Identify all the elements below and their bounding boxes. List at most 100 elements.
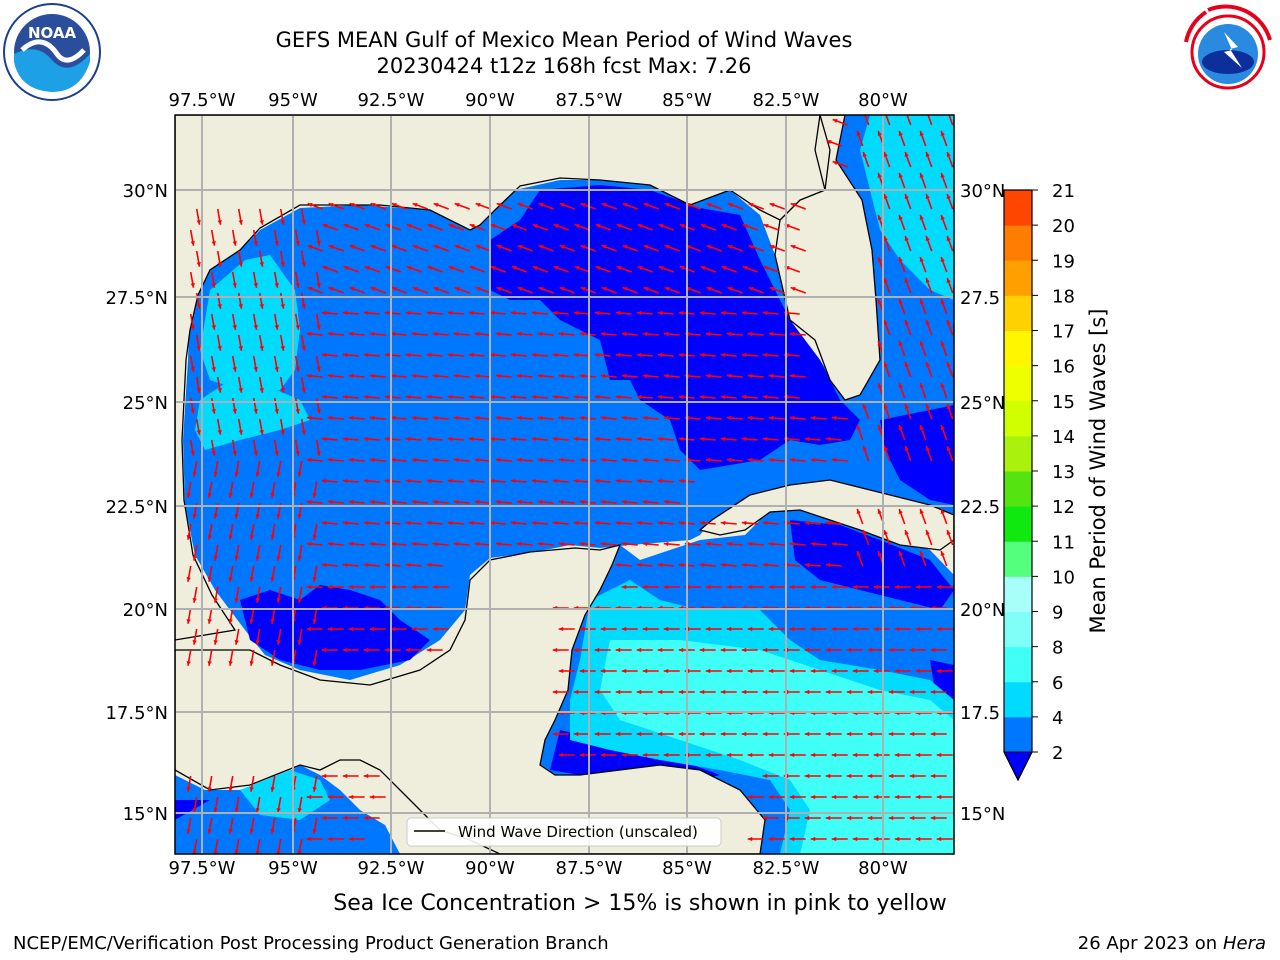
wave-arrow-head (909, 815, 915, 821)
wave-arrow-head (663, 541, 669, 547)
wave-arrow-head (747, 752, 753, 758)
lon-labels-top: 97.5°W 95°W 92.5°W 90°W 87.5°W 85°W 82.5°W 80°W (169, 90, 908, 111)
wave-arrow-head (657, 436, 663, 442)
wave-arrow-head (720, 310, 726, 316)
wave-arrow-head (426, 394, 432, 400)
wave-arrow-head (306, 373, 312, 379)
wave-arrow-head (762, 647, 768, 653)
wave-arrow-head (232, 282, 237, 288)
wave-arrow-head (312, 660, 317, 666)
wave-arrow-head (405, 352, 411, 358)
lat-labels-left: 30°N 27.5°N 25°N 22.5°N 20°N 17.5°N 15°N (105, 181, 168, 825)
wave-arrow-head (862, 403, 867, 409)
wave-arrow-head (747, 331, 753, 337)
wave-arrow-head (600, 373, 606, 379)
lat-label-right: 15°N (960, 804, 1005, 825)
wave-arrow-head (825, 689, 831, 695)
wave-arrow-head (873, 626, 879, 632)
wave-arrow-head (762, 520, 768, 526)
wave-arrow-head (579, 752, 585, 758)
wave-arrow-head (192, 555, 197, 561)
wave-arrow-head (678, 394, 684, 400)
wave-arrow-head (573, 436, 579, 442)
lon-label-bottom: 90°W (465, 858, 515, 879)
wave-arrow-head (448, 224, 454, 229)
wave-arrow-head (579, 373, 585, 379)
wave-arrow-head (747, 836, 753, 842)
wave-arrow-head (936, 752, 942, 758)
wave-arrow-head (280, 219, 285, 225)
wave-arrow-head (217, 219, 222, 225)
wave-arrow-head (369, 499, 375, 505)
wave-arrow-head (579, 668, 585, 674)
wave-arrow-head (280, 345, 285, 351)
wave-arrow-head (663, 415, 669, 421)
wave-arrow-head (370, 287, 376, 292)
wave-arrow-head (510, 352, 516, 358)
wave-arrow-head (295, 450, 300, 456)
wave-arrow-head (946, 361, 951, 367)
wave-arrow-head (699, 394, 705, 400)
wave-arrow-head (327, 541, 333, 547)
wave-arrow-head (636, 689, 642, 695)
wave-arrow-head (810, 584, 816, 590)
wave-arrow-head (580, 287, 586, 292)
wave-arrow-head (259, 345, 264, 351)
wave-arrow-head (342, 647, 348, 653)
wave-arrow-head (877, 256, 882, 262)
wave-arrow-head (447, 436, 453, 442)
wave-arrow-head (342, 815, 348, 821)
wave-arrow-head (369, 415, 375, 421)
wave-arrow-head (453, 541, 459, 547)
wave-arrow-head (804, 731, 810, 737)
wave-arrow-head (348, 626, 354, 632)
wave-arrow-head (390, 457, 396, 463)
wave-arrow-head (762, 436, 768, 442)
wave-arrow-head (558, 541, 564, 547)
colorbar: 2 4 6 8 9 10 11 12 13 14 15 16 17 18 19 20 21 Mean Period… (1003, 181, 1110, 782)
wave-arrow-head (726, 584, 732, 590)
wave-arrow-head (558, 457, 564, 463)
wave-arrow-head (316, 408, 321, 414)
wave-arrow-head (637, 266, 643, 271)
wave-arrow-head (705, 415, 711, 421)
colorbar-segment (1004, 576, 1032, 612)
wave-arrow-head (699, 647, 705, 653)
wave-arrow-head (301, 261, 306, 267)
lon-label-top: 85°W (662, 90, 712, 111)
noaa-logo: NOAA (3, 3, 101, 101)
wave-arrow-head (768, 541, 774, 547)
wave-arrow-head (720, 394, 726, 400)
wave-arrow-head (594, 352, 600, 358)
colorbar-under-triangle (1003, 751, 1033, 782)
wave-arrow-head (190, 450, 195, 456)
wave-arrow-head (789, 415, 795, 421)
us-coast (175, 115, 845, 641)
wave-arrow-head (276, 849, 281, 854)
wave-arrow-head (316, 450, 321, 456)
wave-arrow-head (894, 836, 900, 842)
wave-arrow-head (852, 794, 858, 800)
wave-arrow-head (316, 240, 321, 246)
wave-arrow-head (454, 287, 460, 292)
florida-peninsula (774, 115, 881, 401)
wave-arrow-head (390, 584, 396, 590)
wave-arrow-head (883, 235, 888, 241)
wave-arrow-head (295, 366, 300, 372)
wave-arrow-head (384, 647, 390, 653)
wave-arrow-head (474, 499, 480, 505)
wave-arrow-head (678, 647, 684, 653)
wave-arrow-head (249, 828, 254, 834)
wave-arrow-head (877, 424, 882, 430)
wave-arrow-head (580, 245, 586, 250)
wave-arrow-head (217, 345, 222, 351)
wave-arrow-head (909, 773, 915, 779)
wave-arrow-head (579, 331, 585, 337)
wave-arrow-head (274, 366, 279, 372)
wave-arrow-head (489, 352, 495, 358)
wave-arrow-head (327, 836, 333, 842)
wave-arrow-head (211, 240, 216, 246)
wave-arrow-head (768, 794, 774, 800)
lon-labels-bottom: 97.5°W 95°W 92.5°W 90°W 87.5°W 85°W 82.5°W 80°W (169, 858, 908, 879)
wave-arrow-head (516, 499, 522, 505)
